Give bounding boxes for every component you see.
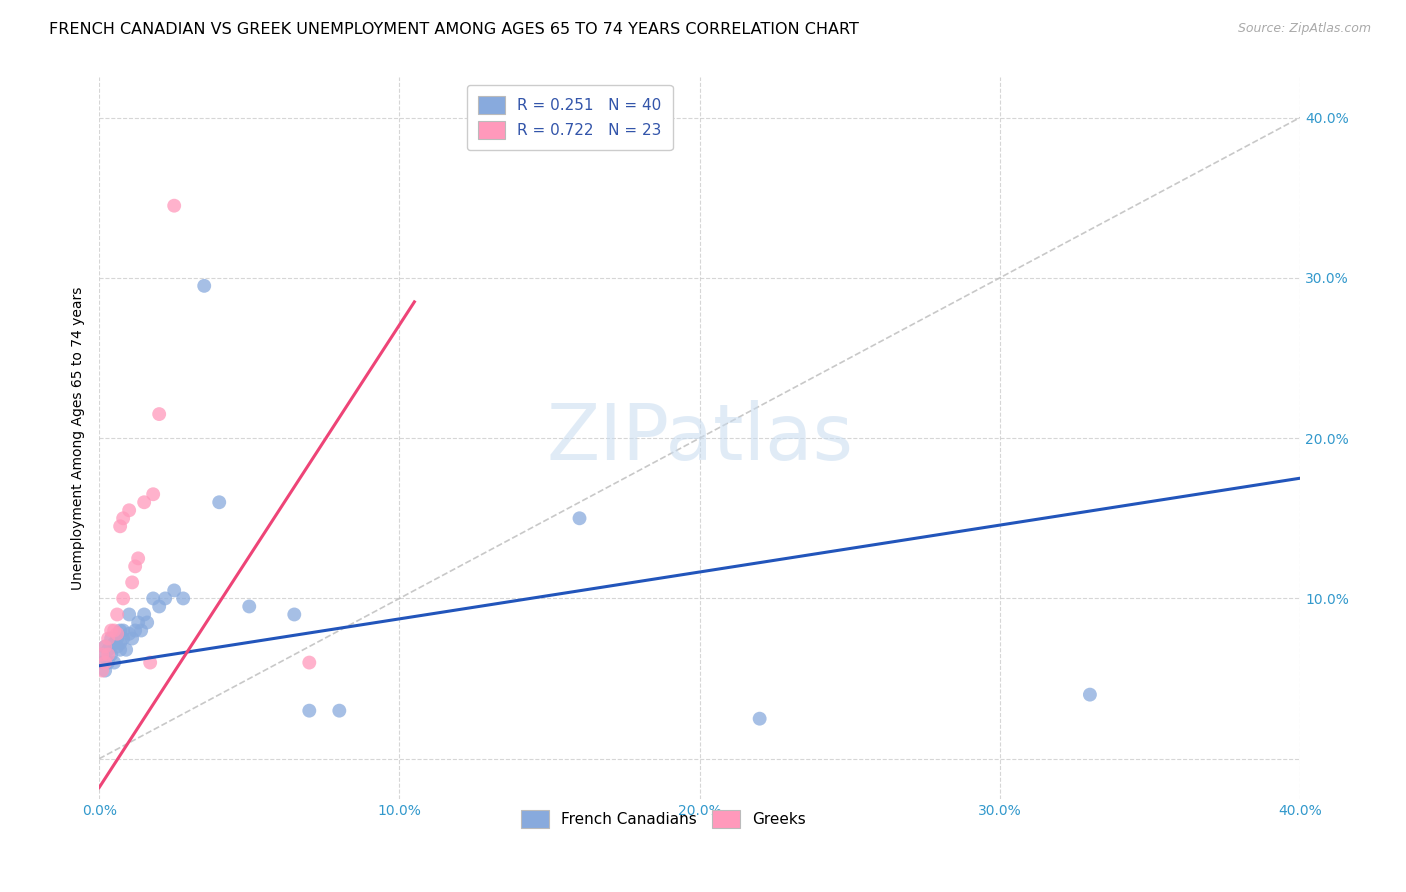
Point [112, 632, 135, 646]
Point [108, 636, 131, 650]
Point [148, 599, 170, 614]
Point [148, 407, 170, 421]
Point [91, 648, 114, 662]
Point [121, 632, 143, 646]
Point [97, 656, 120, 670]
Point [103, 636, 125, 650]
Point [105, 607, 128, 622]
Point [136, 615, 159, 630]
Point [108, 624, 131, 638]
Point [91, 664, 114, 678]
Point [97, 632, 120, 646]
Point [283, 607, 305, 622]
Point [100, 624, 122, 638]
Point [298, 704, 321, 718]
Point [172, 591, 194, 606]
Point [105, 632, 128, 646]
Point [134, 495, 156, 509]
Point [193, 278, 215, 293]
Point [105, 626, 128, 640]
Point [115, 642, 138, 657]
Point [139, 656, 162, 670]
Point [94, 664, 117, 678]
Text: Source: ZipAtlas.com: Source: ZipAtlas.com [1237, 22, 1371, 36]
Point [112, 511, 135, 525]
Text: FRENCH CANADIAN VS GREEK UNEMPLOYMENT AMONG AGES 65 TO 74 YEARS CORRELATION CHAR: FRENCH CANADIAN VS GREEK UNEMPLOYMENT AM… [49, 22, 859, 37]
Text: ZIPatlas: ZIPatlas [546, 401, 853, 476]
Point [153, 591, 176, 606]
Point [91, 656, 114, 670]
Point [124, 624, 146, 638]
Point [97, 648, 120, 662]
Point [100, 648, 122, 662]
Point [108, 519, 131, 533]
Point [127, 615, 149, 630]
Point [328, 704, 350, 718]
Point [94, 640, 117, 654]
Point [118, 607, 141, 622]
Point [208, 495, 231, 509]
Point [108, 642, 131, 657]
Point [91, 648, 114, 662]
Point [748, 712, 770, 726]
Point [238, 599, 260, 614]
Point [142, 591, 165, 606]
Point [105, 640, 128, 654]
Point [112, 624, 135, 638]
Point [298, 656, 321, 670]
Point [94, 656, 117, 670]
Point [118, 503, 141, 517]
Point [124, 559, 146, 574]
Point [163, 199, 186, 213]
Point [103, 624, 125, 638]
Point [134, 607, 156, 622]
Point [112, 591, 135, 606]
Point [142, 487, 165, 501]
Point [94, 640, 117, 654]
Point [103, 656, 125, 670]
Point [127, 551, 149, 566]
Legend: French Canadians, Greeks: French Canadians, Greeks [516, 804, 811, 835]
Point [568, 511, 591, 525]
Y-axis label: Unemployment Among Ages 65 to 74 years: Unemployment Among Ages 65 to 74 years [72, 286, 86, 590]
Point [118, 626, 141, 640]
Point [97, 642, 120, 657]
Point [100, 632, 122, 646]
Point [1078, 688, 1101, 702]
Point [121, 575, 143, 590]
Point [163, 583, 186, 598]
Point [129, 624, 152, 638]
